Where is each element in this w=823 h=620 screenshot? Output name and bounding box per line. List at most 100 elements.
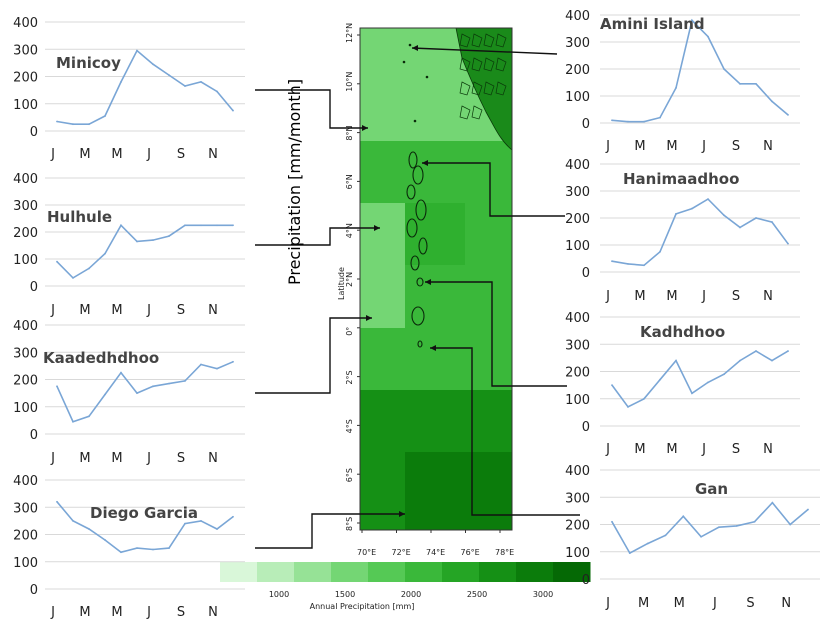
data-point bbox=[88, 415, 90, 418]
x-tick-label: M bbox=[666, 442, 677, 457]
station-connector bbox=[255, 227, 380, 246]
y-tick-label: 400 bbox=[565, 464, 590, 479]
y-tick-label: 0 bbox=[582, 266, 590, 281]
data-point bbox=[72, 277, 74, 279]
x-tick-label: S bbox=[746, 596, 754, 611]
atoll-outline bbox=[410, 255, 420, 271]
island-dot bbox=[413, 119, 417, 123]
station-connector bbox=[255, 317, 372, 394]
x-tick-label: N bbox=[763, 442, 773, 457]
x-tick-label: J bbox=[146, 605, 151, 620]
y-tick-label: 300 bbox=[13, 501, 38, 516]
lat-tick-label: 8°S bbox=[345, 517, 354, 531]
station-connector bbox=[430, 347, 580, 516]
lon-tick-label: 78°E bbox=[495, 548, 514, 557]
colorbar-title: Annual Precipitation [mm] bbox=[310, 602, 415, 611]
lat-tick-label: 8°N bbox=[345, 126, 354, 141]
data-point bbox=[184, 522, 186, 525]
data-point bbox=[787, 242, 789, 245]
colorbar-segment bbox=[257, 562, 295, 582]
y-tick-label: 100 bbox=[13, 401, 38, 416]
colorbar-segment bbox=[294, 562, 332, 582]
x-tick-label: M bbox=[111, 303, 122, 318]
x-tick-label: N bbox=[763, 289, 773, 304]
x-tick-label: J bbox=[50, 147, 55, 162]
data-point bbox=[707, 35, 709, 38]
series-line bbox=[56, 49, 234, 125]
x-tick-label: J bbox=[146, 147, 151, 162]
data-point bbox=[755, 82, 757, 85]
lat-tick-label: 2°S bbox=[345, 370, 354, 384]
data-point bbox=[72, 519, 74, 522]
island-dot bbox=[425, 75, 429, 79]
data-point bbox=[707, 381, 709, 384]
data-point bbox=[643, 397, 645, 400]
coast-outline bbox=[471, 57, 483, 72]
x-tick-label: J bbox=[50, 605, 55, 620]
y-tick-label: 0 bbox=[582, 573, 590, 588]
data-point bbox=[184, 379, 186, 382]
x-tick-label: J bbox=[701, 289, 706, 304]
lon-tick-label: 74°E bbox=[426, 548, 445, 557]
data-point bbox=[200, 519, 202, 522]
x-tick-label: N bbox=[208, 451, 218, 466]
y-tick-label: 100 bbox=[565, 393, 590, 408]
data-point bbox=[184, 85, 186, 87]
lon-tick-label: 76°E bbox=[461, 548, 480, 557]
data-point bbox=[168, 235, 170, 237]
colorbar-segment bbox=[368, 562, 406, 582]
coast-outline bbox=[459, 57, 471, 72]
station-title: Kaadedhdhoo bbox=[43, 349, 159, 367]
lat-tick-label: 10°N bbox=[345, 72, 354, 92]
data-point bbox=[682, 515, 685, 518]
station-title: Gan bbox=[695, 480, 728, 498]
data-point bbox=[735, 524, 738, 527]
data-point bbox=[723, 373, 725, 376]
coast-outline bbox=[495, 57, 507, 72]
y-tick-label: 100 bbox=[565, 239, 590, 254]
data-point bbox=[72, 420, 74, 423]
coast-outline bbox=[483, 57, 495, 72]
x-tick-label: N bbox=[208, 605, 218, 620]
data-point bbox=[136, 240, 138, 243]
series-line bbox=[611, 18, 789, 123]
coast-outline bbox=[495, 33, 507, 48]
data-point bbox=[739, 359, 741, 362]
coast-outline bbox=[495, 81, 507, 96]
data-point bbox=[646, 542, 649, 545]
data-point bbox=[707, 198, 709, 201]
data-point bbox=[56, 500, 58, 503]
data-point bbox=[771, 221, 773, 223]
data-point bbox=[216, 367, 218, 370]
y-tick-label: 100 bbox=[13, 98, 38, 113]
station-title: Diego Garcia bbox=[90, 504, 198, 522]
y-tick-label: 400 bbox=[13, 16, 38, 31]
data-point bbox=[56, 260, 58, 263]
y-tick-label: 300 bbox=[13, 199, 38, 214]
series-line bbox=[56, 361, 234, 423]
data-point bbox=[807, 508, 809, 511]
connector-arrowhead bbox=[412, 45, 418, 51]
data-point bbox=[771, 359, 773, 362]
data-point bbox=[691, 392, 693, 395]
y-tick-label: 400 bbox=[565, 311, 590, 326]
lat-tick-label: 4°N bbox=[345, 223, 354, 238]
y-tick-label: 400 bbox=[565, 9, 590, 24]
data-point bbox=[627, 406, 629, 408]
y-tick-label: 300 bbox=[13, 346, 38, 361]
atoll-outline bbox=[415, 199, 427, 221]
y-tick-label: 100 bbox=[565, 90, 590, 105]
data-point bbox=[753, 520, 756, 523]
data-point bbox=[232, 360, 234, 363]
x-tick-label: J bbox=[712, 596, 717, 611]
data-point bbox=[216, 90, 218, 93]
x-tick-label: J bbox=[605, 289, 610, 304]
colorbar-tick-label: 3000 bbox=[533, 590, 553, 599]
lat-tick-label: 4°S bbox=[345, 419, 354, 433]
station-title: Amini Island bbox=[600, 15, 705, 33]
island-dot bbox=[402, 60, 406, 64]
x-tick-label: J bbox=[701, 442, 706, 457]
